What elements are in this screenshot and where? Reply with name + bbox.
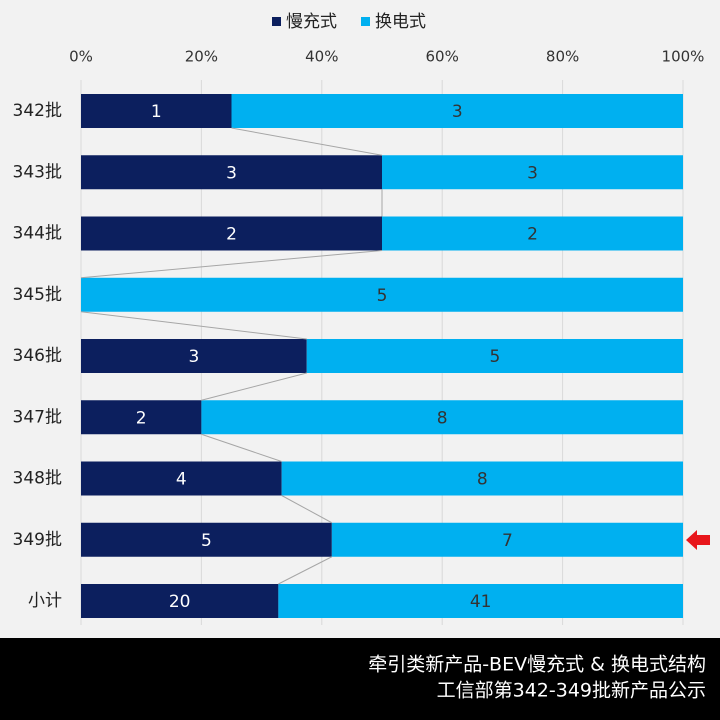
data-label: 8 [477, 470, 488, 490]
data-label: 20 [169, 592, 191, 612]
y-tick-label: 342批 [13, 101, 62, 121]
series-line [231, 127, 383, 156]
bar-segment [382, 216, 683, 251]
y-tick-label: 349批 [13, 530, 62, 550]
x-tick-label: 60% [426, 48, 459, 66]
data-label: 3 [452, 102, 463, 122]
x-tick-label: 20% [185, 48, 218, 66]
y-tick-label: 小计 [28, 591, 62, 611]
bar-segment [81, 277, 683, 312]
highlight-arrow [686, 530, 710, 550]
bar-segment [306, 339, 683, 373]
bar-segment [331, 522, 683, 557]
footer-line: 工信部第342-349批新产品公示 [437, 680, 706, 702]
series-line [201, 372, 307, 401]
data-label: 1 [151, 102, 162, 122]
bar-segment [278, 584, 683, 618]
bar-segment [81, 94, 232, 128]
x-tick-label: 100% [662, 48, 705, 66]
data-label: 2 [527, 225, 538, 245]
y-tick-label: 347批 [13, 407, 62, 427]
data-label: 3 [527, 163, 538, 183]
legend-swatch [361, 17, 370, 26]
bar-segment [281, 461, 683, 496]
footer-line: 牵引类新产品-BEV慢充式 & 换电式结构 [368, 654, 706, 676]
series-line [278, 556, 333, 585]
data-label: 7 [502, 531, 513, 551]
data-label: 8 [437, 408, 448, 428]
series-line [201, 433, 282, 462]
bar-segment [81, 400, 202, 435]
x-tick-label: 40% [305, 48, 338, 66]
footer-band [0, 638, 720, 720]
series-line [281, 495, 333, 524]
bar-segment [81, 522, 332, 557]
bar-segment [81, 216, 382, 251]
y-tick-label: 343批 [13, 162, 62, 182]
bar-segment [81, 155, 382, 190]
bar-segment [81, 339, 307, 373]
data-label: 3 [226, 163, 237, 183]
y-tick-label: 348批 [13, 469, 62, 489]
series-line [80, 311, 307, 340]
data-label: 4 [176, 470, 187, 490]
bar-segment [231, 94, 683, 128]
data-label: 5 [201, 531, 212, 551]
legend-swatch [272, 17, 281, 26]
bar-segment [81, 461, 282, 496]
data-label: 2 [226, 225, 237, 245]
data-label: 3 [188, 347, 199, 367]
x-tick-label: 80% [546, 48, 579, 66]
x-tick-label: 0% [69, 48, 93, 66]
bar-segment [382, 155, 683, 190]
data-label: 5 [489, 347, 500, 367]
data-label: 5 [377, 286, 388, 306]
data-label: 2 [136, 408, 147, 428]
bar-segment [201, 400, 683, 435]
legend-label: 慢充式 [286, 11, 337, 32]
data-label: 41 [470, 592, 492, 612]
y-tick-label: 346批 [13, 346, 62, 366]
legend-label: 换电式 [375, 12, 426, 32]
y-tick-label: 345批 [13, 285, 62, 305]
y-tick-label: 344批 [13, 224, 62, 244]
bar-segment [81, 584, 279, 618]
series-line [80, 250, 383, 279]
